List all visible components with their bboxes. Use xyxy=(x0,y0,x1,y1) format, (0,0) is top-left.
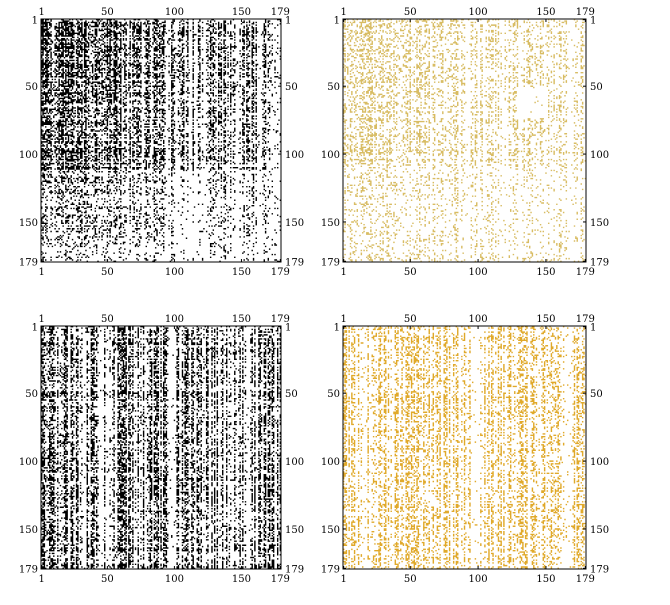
y-tick-label-right: 1 xyxy=(590,323,596,334)
y-tick-label-left: 179 xyxy=(321,257,340,268)
y-tick-label-left: 50 xyxy=(25,82,38,93)
x-tick-label-bottom: 100 xyxy=(165,267,184,278)
y-tick-label-right: 150 xyxy=(285,218,304,229)
y-tick-label-left: 100 xyxy=(19,150,38,161)
x-tick-label-bottom: 50 xyxy=(101,267,114,278)
x-tick-label-top: 50 xyxy=(404,314,417,325)
y-tick-label-right: 100 xyxy=(590,150,609,161)
x-tick-label-top: 150 xyxy=(536,314,555,325)
y-tick-label-left: 1 xyxy=(32,16,38,27)
y-tick-label-right: 150 xyxy=(285,525,304,536)
y-tick-label-right: 1 xyxy=(285,323,291,334)
x-tick-label-bottom: 1 xyxy=(340,267,346,278)
matrix-cells xyxy=(343,19,587,263)
x-tick-label-bottom: 1 xyxy=(38,267,44,278)
matrix-cells xyxy=(41,326,282,570)
x-tick-label-bottom: 100 xyxy=(469,267,488,278)
y-tick-label-left: 50 xyxy=(327,82,340,93)
x-tick-label-top: 150 xyxy=(232,314,251,325)
x-tick-label-bottom: 1 xyxy=(38,574,44,585)
y-tick-label-right: 150 xyxy=(590,525,609,536)
x-tick-label-bottom: 150 xyxy=(536,574,555,585)
x-tick-label-bottom: 100 xyxy=(165,574,184,585)
y-tick-label-left: 150 xyxy=(19,525,38,536)
y-tick-label-right: 150 xyxy=(590,218,609,229)
y-tick-label-left: 150 xyxy=(321,525,340,536)
x-tick-label-top: 100 xyxy=(469,7,488,18)
x-tick-label-top: 179 xyxy=(576,7,595,18)
matrix-cells xyxy=(41,19,282,263)
x-tick-label-top: 1 xyxy=(38,7,44,18)
y-tick-label-right: 179 xyxy=(285,257,304,268)
y-tick-label-left: 100 xyxy=(321,150,340,161)
x-tick-label-bottom: 150 xyxy=(232,574,251,585)
y-tick-label-left: 50 xyxy=(327,389,340,400)
x-tick-label-top: 50 xyxy=(404,7,417,18)
x-tick-label-top: 179 xyxy=(271,314,290,325)
x-tick-label-bottom: 179 xyxy=(271,574,290,585)
y-tick-label-left: 179 xyxy=(321,564,340,575)
y-tick-label-left: 1 xyxy=(334,16,340,27)
x-tick-label-bottom: 150 xyxy=(536,267,555,278)
x-tick-label-top: 150 xyxy=(536,7,555,18)
y-tick-label-left: 150 xyxy=(19,218,38,229)
y-tick-label-right: 50 xyxy=(285,82,298,93)
x-tick-label-top: 100 xyxy=(469,314,488,325)
y-tick-label-left: 100 xyxy=(321,457,340,468)
y-tick-label-right: 1 xyxy=(285,16,291,27)
x-tick-label-bottom: 1 xyxy=(340,574,346,585)
x-tick-label-top: 179 xyxy=(271,7,290,18)
x-tick-label-top: 179 xyxy=(576,314,595,325)
x-tick-label-top: 50 xyxy=(101,314,114,325)
y-tick-label-left: 1 xyxy=(32,323,38,334)
y-tick-label-right: 50 xyxy=(590,389,603,400)
x-tick-label-bottom: 100 xyxy=(469,574,488,585)
y-tick-label-left: 1 xyxy=(334,323,340,334)
y-tick-label-right: 50 xyxy=(285,389,298,400)
x-tick-label-top: 1 xyxy=(340,314,346,325)
matrix-cells xyxy=(343,326,587,570)
plot-frame xyxy=(40,18,282,263)
plot-frame xyxy=(40,325,282,570)
x-tick-label-bottom: 179 xyxy=(576,574,595,585)
x-tick-label-top: 150 xyxy=(232,7,251,18)
y-tick-label-left: 100 xyxy=(19,457,38,468)
x-tick-label-bottom: 179 xyxy=(271,267,290,278)
x-tick-label-top: 100 xyxy=(165,314,184,325)
y-tick-label-right: 179 xyxy=(590,564,609,575)
plot-frame xyxy=(342,18,587,263)
y-tick-label-right: 179 xyxy=(590,257,609,268)
y-tick-label-left: 179 xyxy=(19,564,38,575)
y-tick-label-right: 100 xyxy=(285,457,304,468)
y-tick-label-left: 179 xyxy=(19,257,38,268)
y-tick-label-right: 179 xyxy=(285,564,304,575)
x-tick-label-bottom: 50 xyxy=(101,574,114,585)
x-tick-label-top: 50 xyxy=(101,7,114,18)
x-tick-label-bottom: 150 xyxy=(232,267,251,278)
y-tick-label-right: 50 xyxy=(590,82,603,93)
x-tick-label-top: 1 xyxy=(38,314,44,325)
y-tick-label-left: 150 xyxy=(321,218,340,229)
y-tick-label-right: 1 xyxy=(590,16,596,27)
x-tick-label-bottom: 179 xyxy=(576,267,595,278)
x-tick-label-top: 100 xyxy=(165,7,184,18)
y-tick-label-left: 50 xyxy=(25,389,38,400)
plot-frame xyxy=(342,325,587,570)
x-tick-label-bottom: 50 xyxy=(404,574,417,585)
y-tick-label-right: 100 xyxy=(590,457,609,468)
y-tick-label-right: 100 xyxy=(285,150,304,161)
x-tick-label-top: 1 xyxy=(340,7,346,18)
x-tick-label-bottom: 50 xyxy=(404,267,417,278)
